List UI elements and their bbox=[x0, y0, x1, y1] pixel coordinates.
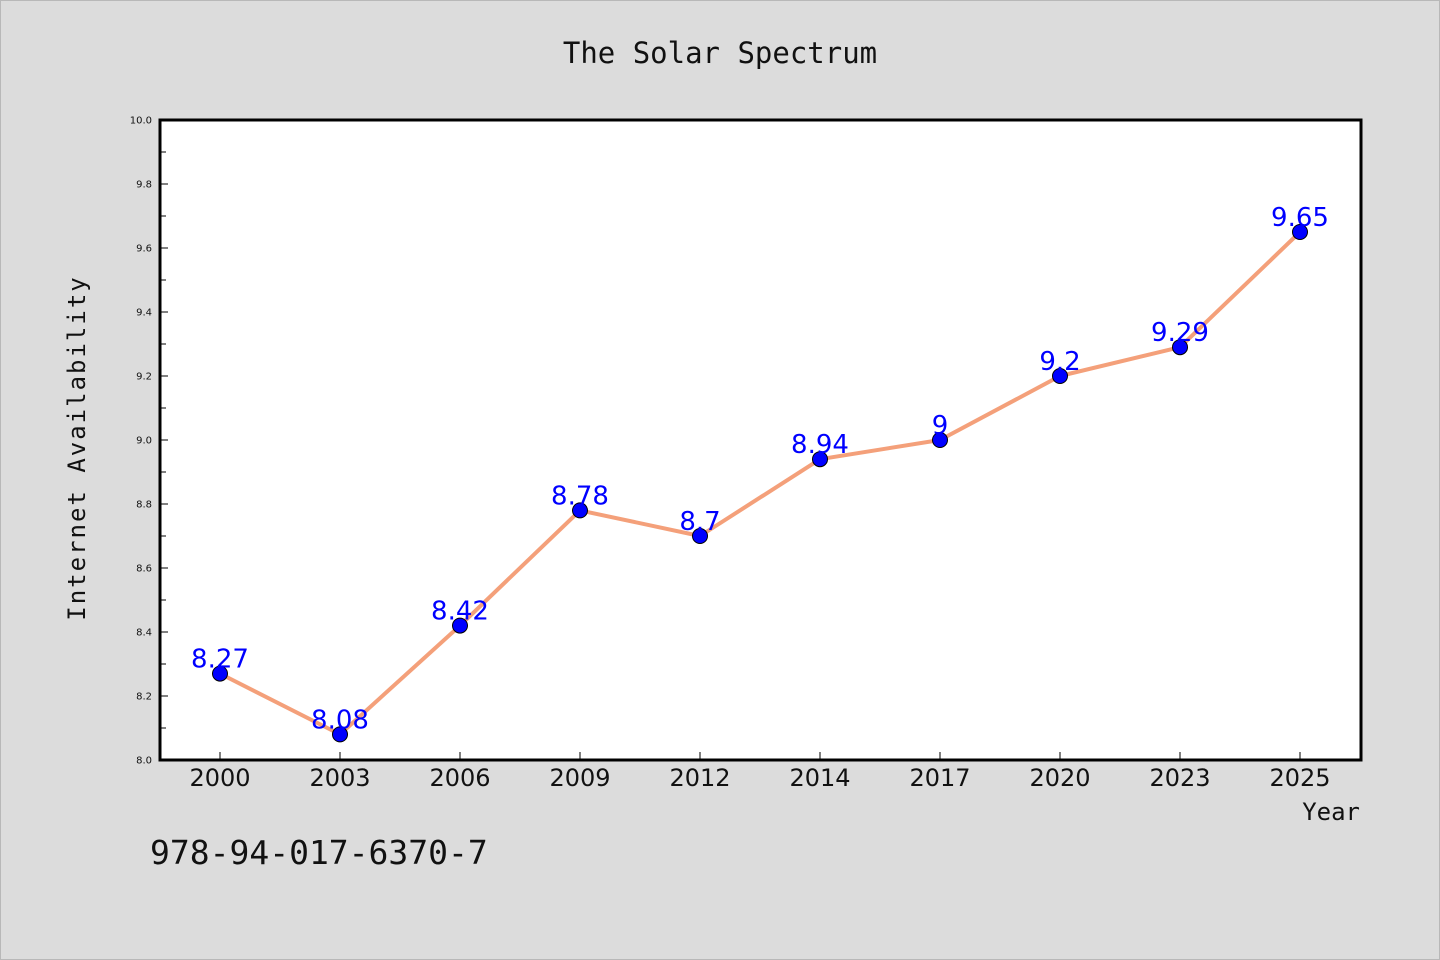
x-tick-label: 2012 bbox=[669, 764, 730, 792]
x-tick-label: 2003 bbox=[309, 764, 370, 792]
data-point-label: 8.94 bbox=[791, 430, 849, 460]
data-point-label: 8.7 bbox=[679, 507, 720, 537]
plot-area bbox=[158, 118, 1363, 762]
data-point-label: 9 bbox=[932, 411, 949, 441]
data-point-label: 9.2 bbox=[1039, 347, 1080, 377]
data-point-marker bbox=[812, 451, 828, 468]
x-tick-label: 2020 bbox=[1029, 764, 1090, 792]
data-point-marker bbox=[692, 528, 708, 544]
data-markers bbox=[212, 224, 1308, 743]
data-point-marker bbox=[332, 726, 348, 743]
x-axis: 2000 2003 2006 2009 2012 2014 2017 2020 2023 2025 bbox=[189, 752, 1331, 792]
y-axis-title: Internet Availability bbox=[63, 275, 91, 620]
data-point-label: 8.42 bbox=[431, 597, 489, 627]
data-point-label: 8.78 bbox=[551, 481, 609, 511]
data-point-marker bbox=[452, 617, 468, 634]
data-point-label: 9.65 bbox=[1271, 203, 1329, 233]
y-tick-label: 9.2 bbox=[136, 372, 152, 383]
data-point-label: 8.27 bbox=[191, 645, 249, 675]
y-tick-label: 8.8 bbox=[136, 500, 152, 511]
chart-title: The Solar Spectrum bbox=[563, 36, 877, 70]
data-point-label: 9.29 bbox=[1151, 318, 1209, 348]
y-axis: 8.0 8.2 8.4 8.6 8.8 9.0 9.2 9.4 9.6 9.8 10.0 bbox=[130, 116, 168, 767]
data-point-label: 8.08 bbox=[311, 705, 369, 735]
x-axis-title: Year bbox=[1302, 798, 1360, 826]
y-tick-label: 8.0 bbox=[136, 756, 152, 767]
y-tick-label: 8.2 bbox=[136, 692, 152, 703]
data-point-marker bbox=[1052, 368, 1068, 384]
y-tick-label: 9.8 bbox=[136, 180, 152, 191]
y-tick-label: 10.0 bbox=[130, 116, 152, 127]
x-tick-label: 2017 bbox=[909, 764, 970, 792]
data-point-marker bbox=[932, 432, 948, 448]
data-point-marker bbox=[1292, 224, 1308, 240]
x-tick-label: 2014 bbox=[789, 764, 850, 792]
data-point-marker bbox=[572, 502, 588, 519]
x-tick-label: 2000 bbox=[189, 764, 250, 792]
y-tick-label: 9.4 bbox=[136, 308, 152, 319]
y-tick-label: 9.6 bbox=[136, 244, 152, 255]
y-tick-label: 8.4 bbox=[136, 628, 152, 639]
data-point-marker bbox=[1172, 339, 1188, 356]
data-point-marker bbox=[212, 665, 228, 682]
data-labels: 8.27 8.08 8.42 8.78 8.7 8.94 9 9.2 9.29 9.65 bbox=[191, 203, 1329, 735]
y-tick-label: 9.0 bbox=[136, 436, 152, 447]
x-tick-label: 2023 bbox=[1149, 764, 1210, 792]
x-tick-label: 2009 bbox=[549, 764, 610, 792]
series-line bbox=[219, 230, 1302, 737]
y-tick-label: 8.6 bbox=[136, 564, 152, 575]
isbn-footer: 978-94-017-6370-7 bbox=[150, 833, 488, 872]
x-tick-label: 2025 bbox=[1269, 764, 1330, 792]
x-tick-label: 2006 bbox=[429, 764, 490, 792]
